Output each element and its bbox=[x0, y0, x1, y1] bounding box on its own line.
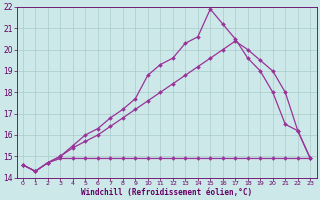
X-axis label: Windchill (Refroidissement éolien,°C): Windchill (Refroidissement éolien,°C) bbox=[81, 188, 252, 197]
